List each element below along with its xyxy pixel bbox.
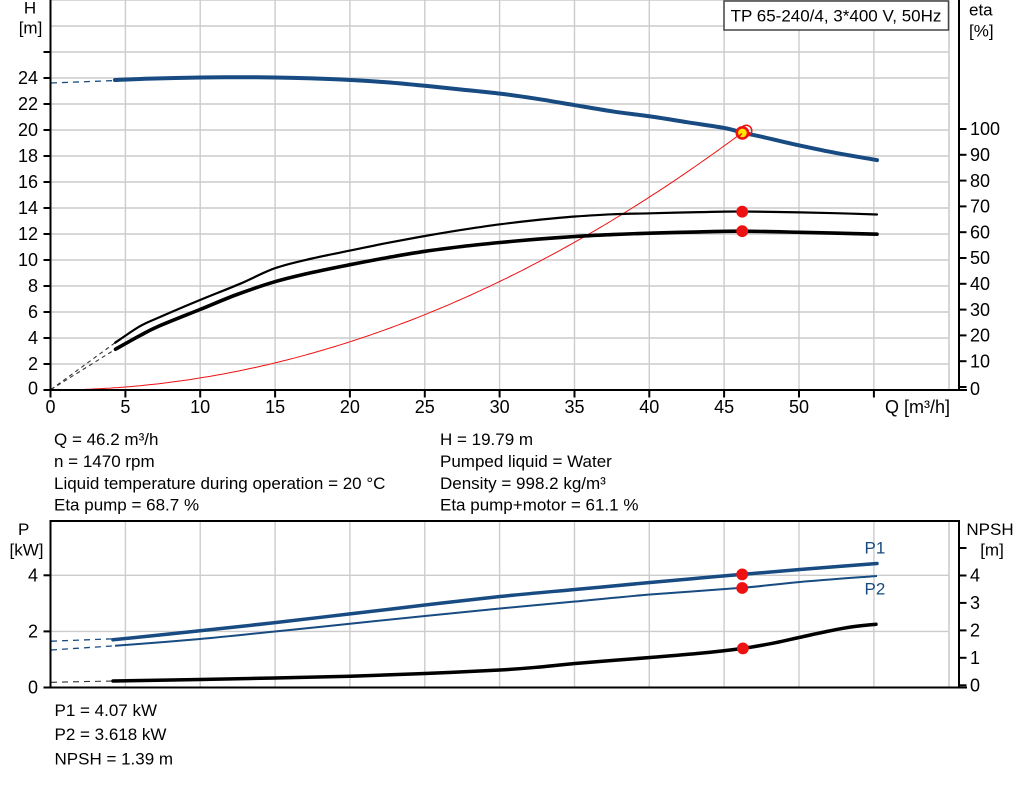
svg-text:40: 40 <box>639 397 659 417</box>
svg-text:24: 24 <box>18 68 38 88</box>
svg-text:NPSH = 1.39 m: NPSH = 1.39 m <box>55 749 174 768</box>
svg-text:15: 15 <box>265 397 285 417</box>
svg-text:Density = 998.2 kg/m³: Density = 998.2 kg/m³ <box>440 474 606 493</box>
svg-text:P1: P1 <box>865 539 886 558</box>
svg-text:25: 25 <box>415 397 435 417</box>
svg-text:20: 20 <box>970 326 990 346</box>
svg-text:4: 4 <box>28 328 38 348</box>
svg-text:10: 10 <box>18 250 38 270</box>
svg-text:50: 50 <box>970 248 990 268</box>
svg-text:1: 1 <box>970 648 980 668</box>
svg-text:70: 70 <box>970 197 990 217</box>
svg-text:P1 = 4.07 kW: P1 = 4.07 kW <box>55 701 158 720</box>
svg-text:H = 19.79 m: H = 19.79 m <box>440 430 533 449</box>
svg-text:12: 12 <box>18 224 38 244</box>
svg-text:5: 5 <box>120 397 130 417</box>
svg-text:60: 60 <box>970 222 990 242</box>
svg-text:P: P <box>18 520 29 539</box>
svg-text:NPSH: NPSH <box>966 520 1013 539</box>
svg-text:16: 16 <box>18 172 38 192</box>
svg-text:45: 45 <box>714 397 734 417</box>
svg-text:2: 2 <box>970 621 980 641</box>
svg-text:[kW]: [kW] <box>10 541 44 560</box>
svg-text:22: 22 <box>18 94 38 114</box>
svg-text:50: 50 <box>789 397 809 417</box>
svg-text:[m]: [m] <box>19 19 43 38</box>
svg-text:Eta pump+motor = 61.1 %: Eta pump+motor = 61.1 % <box>440 496 638 515</box>
svg-text:0: 0 <box>970 379 980 399</box>
svg-text:n = 1470 rpm: n = 1470 rpm <box>54 452 155 471</box>
svg-text:[%]: [%] <box>969 22 994 41</box>
svg-text:Q [m³/h]: Q [m³/h] <box>885 397 950 417</box>
svg-text:4: 4 <box>970 566 980 586</box>
svg-text:P2 = 3.618 kW: P2 = 3.618 kW <box>55 725 167 744</box>
svg-text:90: 90 <box>970 145 990 165</box>
svg-text:0: 0 <box>970 676 980 696</box>
svg-text:3: 3 <box>970 593 980 613</box>
svg-text:80: 80 <box>970 171 990 191</box>
svg-text:8: 8 <box>28 276 38 296</box>
svg-text:TP 65-240/4, 3*400 V, 50Hz: TP 65-240/4, 3*400 V, 50Hz <box>731 7 942 26</box>
svg-text:40: 40 <box>970 274 990 294</box>
svg-text:2: 2 <box>28 354 38 374</box>
svg-text:30: 30 <box>490 397 510 417</box>
svg-text:14: 14 <box>18 198 38 218</box>
svg-text:35: 35 <box>564 397 584 417</box>
svg-text:Pumped liquid = Water: Pumped liquid = Water <box>440 452 612 471</box>
svg-text:Liquid temperature during oper: Liquid temperature during operation = 20… <box>54 474 385 493</box>
svg-text:P2: P2 <box>865 580 886 599</box>
svg-text:20: 20 <box>340 397 360 417</box>
svg-text:6: 6 <box>28 302 38 322</box>
svg-text:100: 100 <box>970 119 1000 139</box>
svg-text:Eta pump = 68.7 %: Eta pump = 68.7 % <box>54 496 199 515</box>
svg-text:20: 20 <box>18 120 38 140</box>
svg-text:18: 18 <box>18 146 38 166</box>
svg-text:4: 4 <box>28 566 38 586</box>
svg-text:10: 10 <box>190 397 210 417</box>
svg-text:0: 0 <box>45 397 55 417</box>
svg-text:eta: eta <box>969 1 993 20</box>
svg-text:H: H <box>24 0 36 18</box>
svg-text:10: 10 <box>970 351 990 371</box>
svg-text:Q = 46.2 m³/h: Q = 46.2 m³/h <box>54 430 158 449</box>
svg-text:2: 2 <box>28 622 38 642</box>
svg-text:0: 0 <box>28 678 38 698</box>
svg-text:0: 0 <box>28 379 38 399</box>
svg-text:30: 30 <box>970 300 990 320</box>
svg-text:[m]: [m] <box>980 541 1004 560</box>
